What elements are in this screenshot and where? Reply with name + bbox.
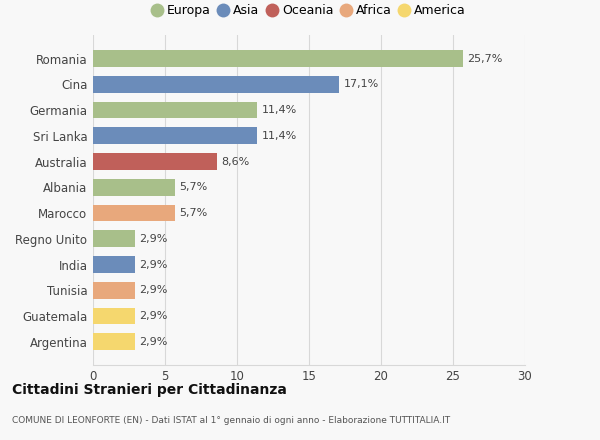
Text: 17,1%: 17,1% xyxy=(344,79,379,89)
Bar xyxy=(93,102,257,118)
Bar xyxy=(93,256,135,273)
Text: 11,4%: 11,4% xyxy=(262,131,297,141)
Bar xyxy=(93,308,135,324)
Bar xyxy=(93,282,135,299)
Bar xyxy=(93,205,175,221)
Text: 2,9%: 2,9% xyxy=(139,285,167,295)
Bar xyxy=(93,334,135,350)
Text: 5,7%: 5,7% xyxy=(179,182,208,192)
Text: 25,7%: 25,7% xyxy=(467,54,503,63)
Text: 2,9%: 2,9% xyxy=(139,260,167,270)
Text: 2,9%: 2,9% xyxy=(139,234,167,244)
Text: 2,9%: 2,9% xyxy=(139,337,167,347)
Text: COMUNE DI LEONFORTE (EN) - Dati ISTAT al 1° gennaio di ogni anno - Elaborazione : COMUNE DI LEONFORTE (EN) - Dati ISTAT al… xyxy=(12,416,450,425)
Text: 8,6%: 8,6% xyxy=(221,157,250,167)
Text: 5,7%: 5,7% xyxy=(179,208,208,218)
Bar xyxy=(93,50,463,67)
Legend: Europa, Asia, Oceania, Africa, America: Europa, Asia, Oceania, Africa, America xyxy=(149,2,469,20)
Text: Cittadini Stranieri per Cittadinanza: Cittadini Stranieri per Cittadinanza xyxy=(12,383,287,397)
Bar xyxy=(93,153,217,170)
Bar xyxy=(93,231,135,247)
Text: 11,4%: 11,4% xyxy=(262,105,297,115)
Text: 2,9%: 2,9% xyxy=(139,311,167,321)
Bar xyxy=(93,76,339,93)
Bar xyxy=(93,179,175,196)
Bar xyxy=(93,128,257,144)
